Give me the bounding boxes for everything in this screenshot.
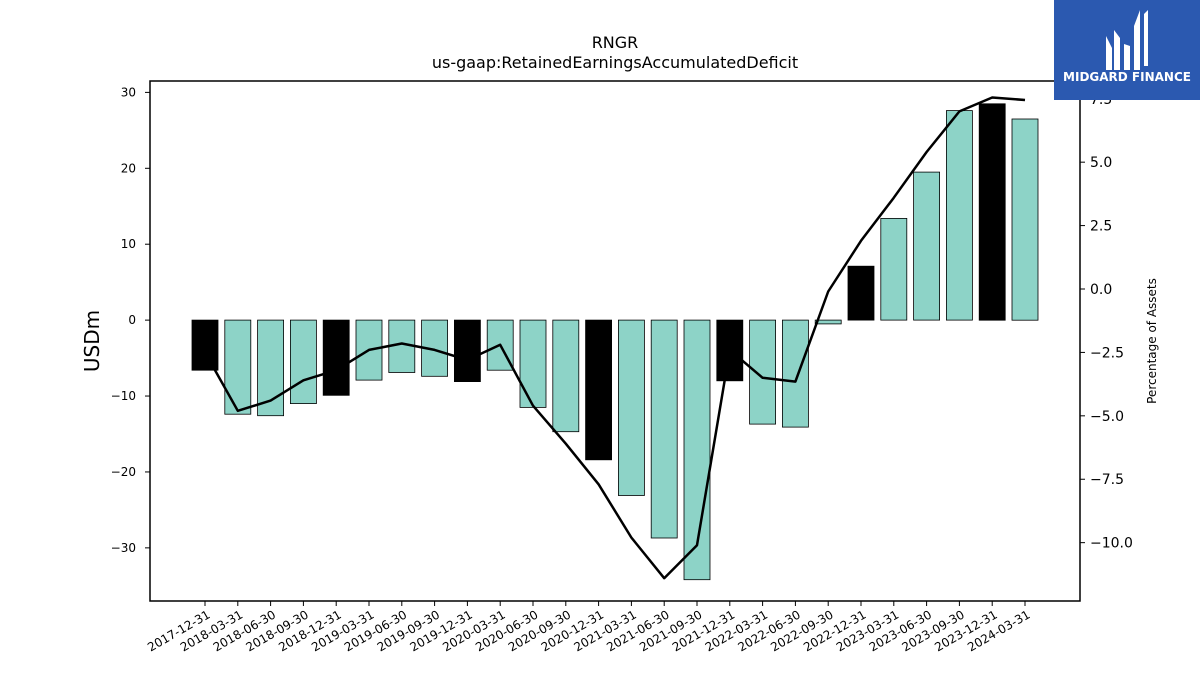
y-tick-label: 20 (121, 161, 136, 175)
bar (618, 319, 645, 496)
chart-title: RNGR (592, 33, 639, 52)
y2-tick-label: 5.0 (1090, 155, 1112, 171)
bar (913, 171, 940, 321)
y-tick-label: −30 (111, 541, 136, 555)
bar (1011, 118, 1039, 321)
bar (224, 319, 252, 415)
bar (552, 319, 580, 433)
bar (191, 319, 219, 371)
bar (453, 319, 481, 383)
y-axis-label: USDm (80, 310, 104, 372)
y-tick-label: −20 (111, 465, 136, 479)
y2-tick-label: −5.0 (1090, 409, 1124, 425)
bar (847, 265, 875, 321)
chart-subtitle: us-gaap:RetainedEarningsAccumulatedDefic… (432, 53, 798, 72)
series-line (203, 96, 1026, 580)
y-tick-label: 30 (121, 85, 136, 99)
bar (650, 319, 678, 539)
bar (782, 319, 809, 428)
y-tick-label: 0 (128, 313, 136, 327)
bar (585, 319, 612, 461)
y2-tick-label: 0.0 (1090, 282, 1112, 298)
y2-tick-label: −2.5 (1090, 345, 1124, 361)
bar (880, 217, 908, 321)
logo-text: MIDGARD FINANCE (1063, 70, 1191, 84)
bar (946, 110, 973, 321)
y-tick-label: −10 (111, 389, 136, 403)
y-tick-label: 10 (121, 237, 136, 251)
midgard-finance-logo: MIDGARD FINANCE (1054, 0, 1200, 100)
bar (749, 319, 776, 425)
y2-tick-label: −7.5 (1090, 472, 1124, 488)
bar (322, 319, 350, 396)
bar (289, 319, 317, 405)
logo-mark-icon (1106, 10, 1148, 70)
plot-frame (149, 80, 1081, 602)
bar (683, 319, 711, 581)
y2-tick-label: 2.5 (1090, 219, 1112, 235)
bar (519, 319, 547, 408)
y2-tick-label: −10.0 (1090, 536, 1133, 552)
bar (814, 319, 842, 325)
y2-axis-label: Percentage of Assets (1145, 278, 1159, 404)
bar (978, 103, 1006, 321)
